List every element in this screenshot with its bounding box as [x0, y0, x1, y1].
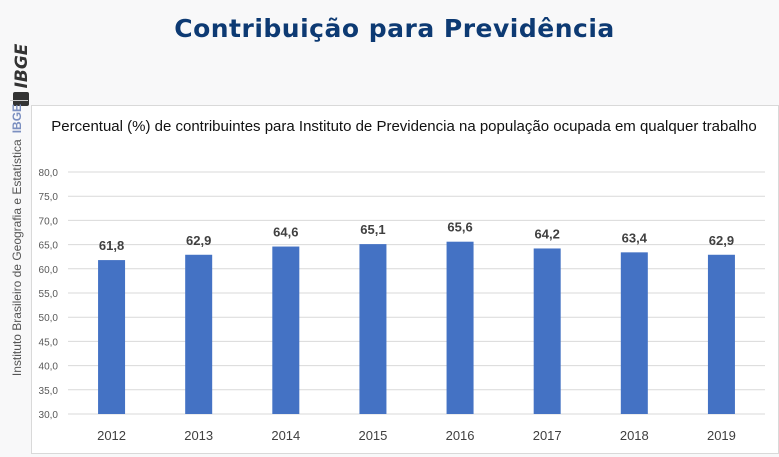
logo-mark-icon	[13, 92, 29, 106]
y-tick-label: 70,0	[39, 216, 59, 227]
data-label: 65,6	[447, 220, 472, 235]
y-tick-label: 75,0	[39, 192, 59, 203]
bar	[707, 254, 735, 414]
x-tick-label: 2015	[358, 428, 387, 443]
data-label: 64,2	[535, 226, 560, 241]
bar	[446, 241, 474, 414]
data-label: 65,1	[360, 222, 385, 237]
ibge-logo: IBGE	[4, 14, 34, 106]
x-tick-label: 2018	[620, 428, 649, 443]
data-label: 61,8	[99, 238, 124, 253]
y-tick-label: 80,0	[39, 168, 59, 179]
bar	[620, 252, 648, 414]
x-tick-label: 2016	[446, 428, 475, 443]
y-tick-label: 40,0	[39, 362, 59, 373]
data-label: 63,4	[622, 230, 648, 245]
y-tick-label: 45,0	[39, 337, 59, 348]
y-tick-label: 50,0	[39, 313, 59, 324]
y-tick-label: 30,0	[39, 410, 59, 421]
x-tick-label: 2014	[271, 428, 300, 443]
bar	[533, 248, 561, 414]
x-tick-label: 2019	[707, 428, 736, 443]
bar	[185, 254, 213, 414]
bar	[359, 244, 387, 414]
chart-container	[31, 105, 779, 454]
chart-title: Percentual (%) de contribuintes para Ins…	[51, 118, 757, 135]
divider	[10, 100, 28, 101]
x-tick-label: 2017	[533, 428, 562, 443]
y-tick-label: 35,0	[39, 386, 59, 397]
y-tick-label: 55,0	[39, 289, 59, 300]
x-tick-label: 2013	[184, 428, 213, 443]
bar	[98, 260, 126, 414]
data-label: 62,9	[186, 233, 211, 248]
data-label: 64,6	[273, 225, 298, 240]
data-label: 62,9	[709, 233, 734, 248]
page-title: Contribuição para Previdência	[174, 14, 615, 43]
x-tick-label: 2012	[97, 428, 126, 443]
bar	[272, 246, 300, 414]
y-tick-label: 60,0	[39, 265, 59, 276]
y-tick-label: 65,0	[39, 241, 59, 252]
